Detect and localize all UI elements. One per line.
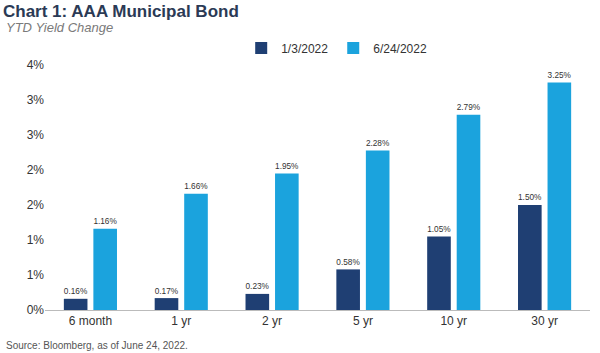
svg-text:0%: 0% bbox=[27, 303, 45, 317]
svg-text:3%: 3% bbox=[27, 93, 45, 107]
svg-text:2%: 2% bbox=[27, 198, 45, 212]
svg-text:Chart 1: AAA Municipal Bond: Chart 1: AAA Municipal Bond bbox=[3, 2, 239, 21]
svg-text:1 yr: 1 yr bbox=[171, 314, 191, 328]
svg-text:1/3/2022: 1/3/2022 bbox=[281, 42, 328, 56]
svg-text:3%: 3% bbox=[27, 128, 45, 142]
svg-text:1.95%: 1.95% bbox=[275, 162, 299, 171]
svg-text:6/24/2022: 6/24/2022 bbox=[373, 42, 427, 56]
svg-text:Source: Bloomberg, as of June: Source: Bloomberg, as of June 24, 2022. bbox=[6, 340, 188, 351]
svg-text:0.16%: 0.16% bbox=[64, 287, 88, 296]
svg-text:2 yr: 2 yr bbox=[262, 314, 282, 328]
svg-text:1.05%: 1.05% bbox=[427, 225, 451, 234]
svg-text:6 month: 6 month bbox=[69, 314, 112, 328]
svg-text:2%: 2% bbox=[27, 163, 45, 177]
svg-text:0.58%: 0.58% bbox=[336, 258, 360, 267]
svg-text:5 yr: 5 yr bbox=[353, 314, 373, 328]
svg-text:4%: 4% bbox=[27, 58, 45, 72]
svg-text:0.17%: 0.17% bbox=[155, 287, 179, 296]
svg-text:YTD Yield Change: YTD Yield Change bbox=[6, 20, 113, 35]
svg-text:2.79%: 2.79% bbox=[457, 103, 481, 112]
svg-text:1.66%: 1.66% bbox=[184, 182, 208, 191]
svg-text:1.16%: 1.16% bbox=[93, 217, 117, 226]
svg-text:1%: 1% bbox=[27, 233, 45, 247]
svg-text:3.25%: 3.25% bbox=[548, 71, 572, 80]
svg-text:2.28%: 2.28% bbox=[366, 139, 390, 148]
svg-text:30 yr: 30 yr bbox=[531, 314, 558, 328]
svg-text:1.50%: 1.50% bbox=[518, 193, 542, 202]
svg-text:0.23%: 0.23% bbox=[246, 282, 270, 291]
svg-text:1%: 1% bbox=[27, 268, 45, 282]
svg-text:10 yr: 10 yr bbox=[440, 314, 467, 328]
